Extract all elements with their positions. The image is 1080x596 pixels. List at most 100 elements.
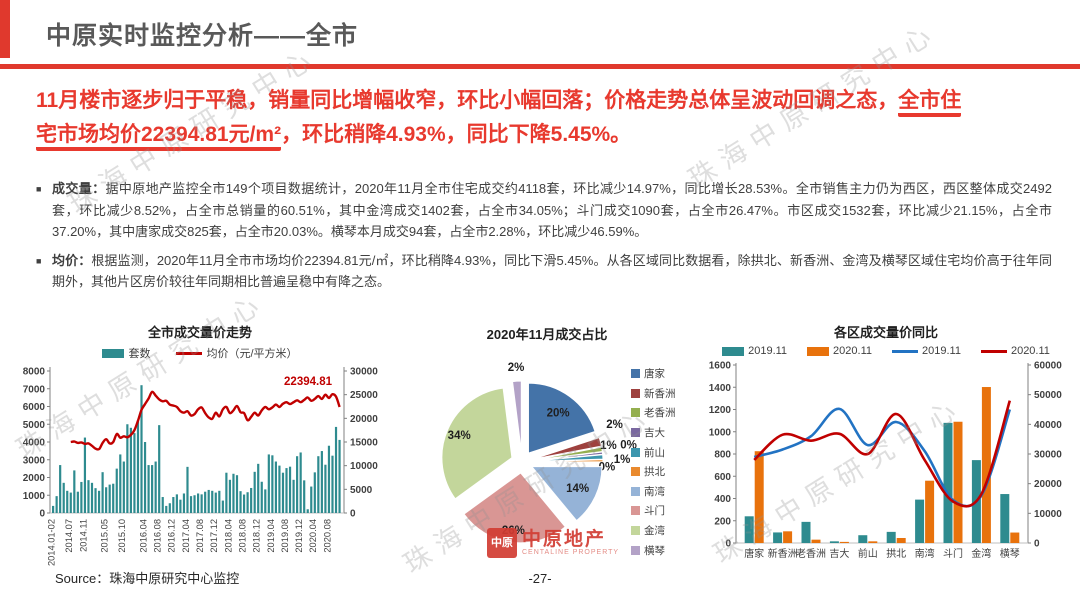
pie-slice-label: 0%	[599, 462, 616, 474]
legend-item: 2019.11	[722, 345, 787, 357]
svg-text:5000: 5000	[350, 485, 373, 496]
centaline-logo-icon: 中原	[487, 528, 517, 558]
legend-swatch	[631, 388, 640, 398]
legend-label: 金湾	[644, 525, 665, 538]
district-category-label: 唐家	[744, 547, 764, 560]
svg-text:0: 0	[350, 509, 356, 520]
legend-swatch	[631, 486, 640, 496]
svg-text:5000: 5000	[23, 420, 46, 431]
legend-swatch	[631, 506, 640, 516]
svg-text:400: 400	[714, 494, 731, 505]
svg-text:1000: 1000	[709, 427, 732, 438]
title-divider	[0, 64, 1080, 69]
legend-item: 金湾	[631, 521, 701, 541]
bullet-volume: ■ 成交量：据中原地产监控全市149个项目数据统计，2020年11月全市住宅成交…	[36, 178, 1052, 243]
svg-text:1400: 1400	[709, 383, 732, 394]
legend-label: 2020.11	[833, 345, 872, 357]
pie-slice	[532, 451, 604, 462]
headline-text: ，环比稍降4.93%，同比下降5.45%。	[281, 123, 632, 146]
trend-price-annotation: 22394.81	[284, 376, 333, 388]
legend-swatch	[631, 369, 640, 379]
district-category-label: 斗门	[943, 547, 963, 560]
svg-text:6000: 6000	[23, 402, 46, 413]
svg-text:8000: 8000	[23, 367, 46, 378]
svg-text:2015.10: 2015.10	[117, 519, 127, 553]
district-category-label: 拱北	[886, 547, 906, 560]
svg-text:60000: 60000	[1034, 361, 1062, 372]
svg-text:10000: 10000	[1034, 509, 1062, 520]
centaline-logo-name: 中原地产	[522, 529, 607, 550]
district-chart-title: 各区成交量价同比	[833, 325, 938, 340]
pie-slice	[441, 387, 513, 500]
legend-label: 横琴	[644, 544, 665, 557]
centaline-logo-subtitle: CENTALINE PROPERTY	[522, 549, 620, 556]
svg-text:20000: 20000	[1034, 479, 1062, 490]
legend-label: 前山	[644, 446, 665, 459]
pie-chart-title-wrap: 2020年11月成交占比	[392, 324, 702, 344]
headline-underlined-text: 宅市场均价22394.81元/m²	[36, 123, 282, 151]
district-category-label: 新香洲	[768, 547, 798, 560]
bullet-lead: 均价：	[52, 252, 92, 268]
legend-label: 2020.11	[1010, 345, 1050, 357]
svg-text:2014.01-02: 2014.01-02	[47, 519, 57, 566]
svg-text:15000: 15000	[350, 438, 378, 449]
svg-text:2016.08: 2016.08	[153, 519, 163, 553]
pie-chart-svg: 20%2%1%0%1%0%14%26%34%2%	[441, 362, 637, 544]
bullet-body: 根据监测，2020年11月全市市场均价22394.81元/㎡，环比稍降4.93%…	[52, 252, 1052, 290]
svg-text:2019.04: 2019.04	[266, 519, 276, 553]
bullet-price: ■ 均价：根据监测，2020年11月全市市场均价22394.81元/㎡，环比稍降…	[36, 250, 1052, 293]
svg-text:2018.08: 2018.08	[237, 519, 247, 553]
svg-text:20000: 20000	[350, 414, 378, 425]
svg-text:0: 0	[1034, 539, 1040, 550]
svg-text:2017.08: 2017.08	[195, 519, 205, 553]
pie-slice-label: 20%	[547, 407, 570, 419]
svg-text:2019.12: 2019.12	[294, 519, 304, 553]
pie-chart-legend: 唐家 新香洲 老香洲 吉大 前山 拱北 南湾 斗门 金湾 横琴	[631, 364, 701, 560]
district-chart-svg: 0 200 400 600 800 1000 1200 1400 1600 0 10000 20000…	[709, 361, 1062, 561]
svg-text:2017.04: 2017.04	[181, 519, 191, 553]
district-chart-legend: 2019.11 2020.11 2019.11 2020.11	[722, 345, 1050, 357]
trend-chart: 全市成交量价走势 套数 均价（元/平方米） 0 1000 2000 3000 4000 50…	[8, 322, 392, 573]
legend-label: 南湾	[644, 485, 665, 498]
legend-item: 套数	[102, 345, 150, 361]
legend-item: 2019.11	[892, 345, 961, 357]
svg-text:600: 600	[714, 472, 731, 483]
svg-text:3000: 3000	[23, 455, 46, 466]
district-category-label: 前山	[858, 547, 878, 560]
bullet-lead: 成交量：	[52, 181, 106, 196]
svg-text:2016.12: 2016.12	[167, 519, 177, 553]
svg-text:2020.04: 2020.04	[308, 519, 318, 553]
svg-text:7000: 7000	[23, 384, 46, 395]
bullet-body: 据中原地产监控全市149个项目数据统计，2020年11月全市住宅成交约4118套…	[52, 181, 1052, 240]
pie-slice-label: 1%	[600, 440, 617, 452]
accent-stripe	[0, 0, 10, 58]
svg-text:10000: 10000	[350, 461, 378, 472]
legend-item: 斗门	[631, 501, 701, 521]
svg-text:0: 0	[725, 539, 731, 550]
legend-swatch	[631, 447, 640, 457]
svg-text:30000: 30000	[1034, 450, 1062, 461]
bullet-square-icon: ■	[36, 255, 42, 266]
svg-text:50000: 50000	[1034, 390, 1062, 401]
district-category-label: 吉大	[829, 547, 849, 560]
legend-label: 斗门	[644, 505, 665, 518]
pie-slice-label: 34%	[448, 430, 471, 442]
pie-slice	[527, 382, 596, 454]
svg-text:1600: 1600	[709, 361, 732, 372]
pie-chart-title: 2020年11月成交占比	[486, 327, 608, 342]
legend-label: 均价（元/平方米）	[206, 348, 298, 360]
headline-text: 11月楼市逐步归于平稳，销量同比增幅收窄，环比小幅回落；价格走势总体呈波动回调之…	[36, 89, 899, 112]
legend-swatch	[176, 351, 203, 355]
legend-item: 老香洲	[631, 403, 701, 423]
pie-slice	[530, 466, 603, 522]
legend-item: 新香洲	[631, 384, 701, 404]
legend-label: 2019.11	[748, 345, 788, 357]
legend-label: 拱北	[644, 466, 665, 479]
district-category-label: 南湾	[915, 547, 935, 560]
legend-swatch	[631, 428, 640, 438]
trend-chart-svg: 0 1000 2000 3000 4000 5000 6000 7000 8000 0 5000 10…	[23, 367, 378, 567]
legend-item: 南湾	[631, 482, 701, 502]
svg-text:800: 800	[714, 450, 731, 461]
district-category-label: 老香洲	[796, 547, 826, 560]
legend-label: 2019.11	[922, 345, 961, 357]
